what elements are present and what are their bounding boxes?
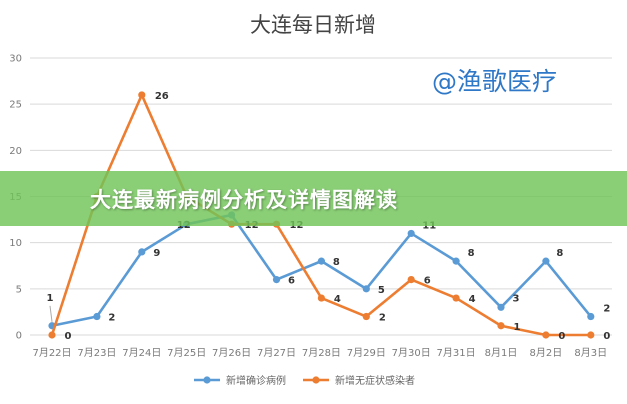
data-label: 6 [424, 276, 431, 287]
data-point [48, 331, 56, 339]
data-point [587, 312, 595, 321]
legend-item: 新增确诊病例 [194, 374, 286, 387]
legend-label: 新增确诊病例 [226, 374, 286, 387]
y-tick-label: 10 [9, 238, 22, 249]
legend-marker [203, 376, 211, 384]
data-label: 2 [379, 313, 386, 324]
data-label: 1 [47, 293, 54, 304]
data-point [362, 285, 370, 293]
data-point [542, 331, 550, 339]
data-label: 8 [556, 248, 563, 259]
x-tick-label: 7月26日 [212, 347, 251, 359]
x-tick-label: 7月31日 [437, 347, 476, 359]
data-label: 8 [333, 257, 340, 268]
data-label: 6 [288, 276, 295, 287]
data-label: 3 [513, 293, 520, 304]
data-point [317, 294, 325, 302]
data-point [272, 276, 281, 284]
data-label: 2 [108, 313, 115, 324]
legend-marker [312, 376, 320, 384]
data-point [362, 312, 370, 321]
x-tick-label: 7月24日 [122, 347, 161, 359]
x-tick-label: 7月28日 [302, 347, 341, 359]
x-tick-label: 7月23日 [77, 347, 116, 359]
data-point [587, 331, 595, 339]
data-point [452, 294, 460, 302]
data-point [407, 276, 415, 284]
x-tick-label: 7月27日 [257, 347, 296, 359]
y-tick-label: 30 [9, 54, 22, 65]
data-label: 4 [334, 294, 341, 305]
x-tick-label: 7月30日 [392, 347, 431, 359]
data-point [407, 229, 415, 238]
chart-title: 大连每日新增 [250, 13, 376, 37]
series-line [51, 213, 592, 328]
data-label: 9 [153, 248, 160, 259]
article-banner: 大连最新病例分析及详情图解读 [0, 171, 627, 226]
data-label: 5 [378, 285, 385, 296]
y-tick-label: 25 [9, 100, 22, 111]
data-label: 26 [155, 91, 169, 102]
data-label: 0 [558, 331, 565, 342]
data-point [138, 248, 146, 256]
data-label: 0 [603, 331, 610, 342]
banner-title: 大连最新病例分析及详情图解读 [90, 188, 398, 212]
data-point [452, 257, 460, 265]
data-point [497, 303, 505, 311]
x-tick-label: 8月2日 [530, 347, 563, 359]
data-label: 8 [468, 248, 475, 259]
y-tick-label: 20 [9, 146, 22, 157]
x-tick-label: 8月3日 [574, 347, 607, 359]
legend-item: 新增无症状感染者 [303, 374, 415, 387]
x-tick-label: 8月1日 [485, 347, 518, 359]
data-point [542, 257, 550, 265]
data-label: 1 [514, 322, 521, 333]
series-0 [48, 211, 595, 330]
data-point [138, 91, 146, 99]
legend: 新增确诊病例 新增无症状感染者 [194, 374, 415, 387]
legend-label: 新增无症状感染者 [335, 374, 415, 387]
x-tick-label: 7月22日 [32, 347, 71, 359]
watermark-text: @渔歌医疗 [432, 67, 558, 96]
data-point [93, 312, 101, 321]
y-tick-label: 5 [16, 284, 22, 295]
data-point [317, 257, 325, 265]
x-tick-label: 7月25日 [167, 347, 206, 359]
label-leader-line [49, 305, 53, 322]
x-tick-label: 7月29日 [347, 347, 386, 359]
data-label: 2 [603, 304, 610, 315]
data-label: 4 [469, 294, 476, 305]
y-tick-label: 0 [16, 331, 22, 342]
data-point [497, 322, 505, 330]
data-label: 0 [65, 331, 72, 342]
